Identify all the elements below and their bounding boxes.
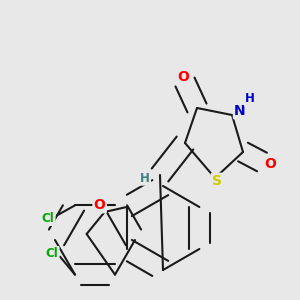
Text: O: O (94, 198, 106, 212)
Text: S: S (212, 174, 222, 188)
Text: N: N (234, 104, 246, 118)
Text: Cl: Cl (42, 212, 54, 225)
Text: O: O (264, 157, 276, 171)
Text: Cl: Cl (46, 247, 59, 260)
Text: O: O (177, 70, 189, 84)
Text: H: H (245, 92, 255, 106)
Text: H: H (140, 172, 150, 184)
